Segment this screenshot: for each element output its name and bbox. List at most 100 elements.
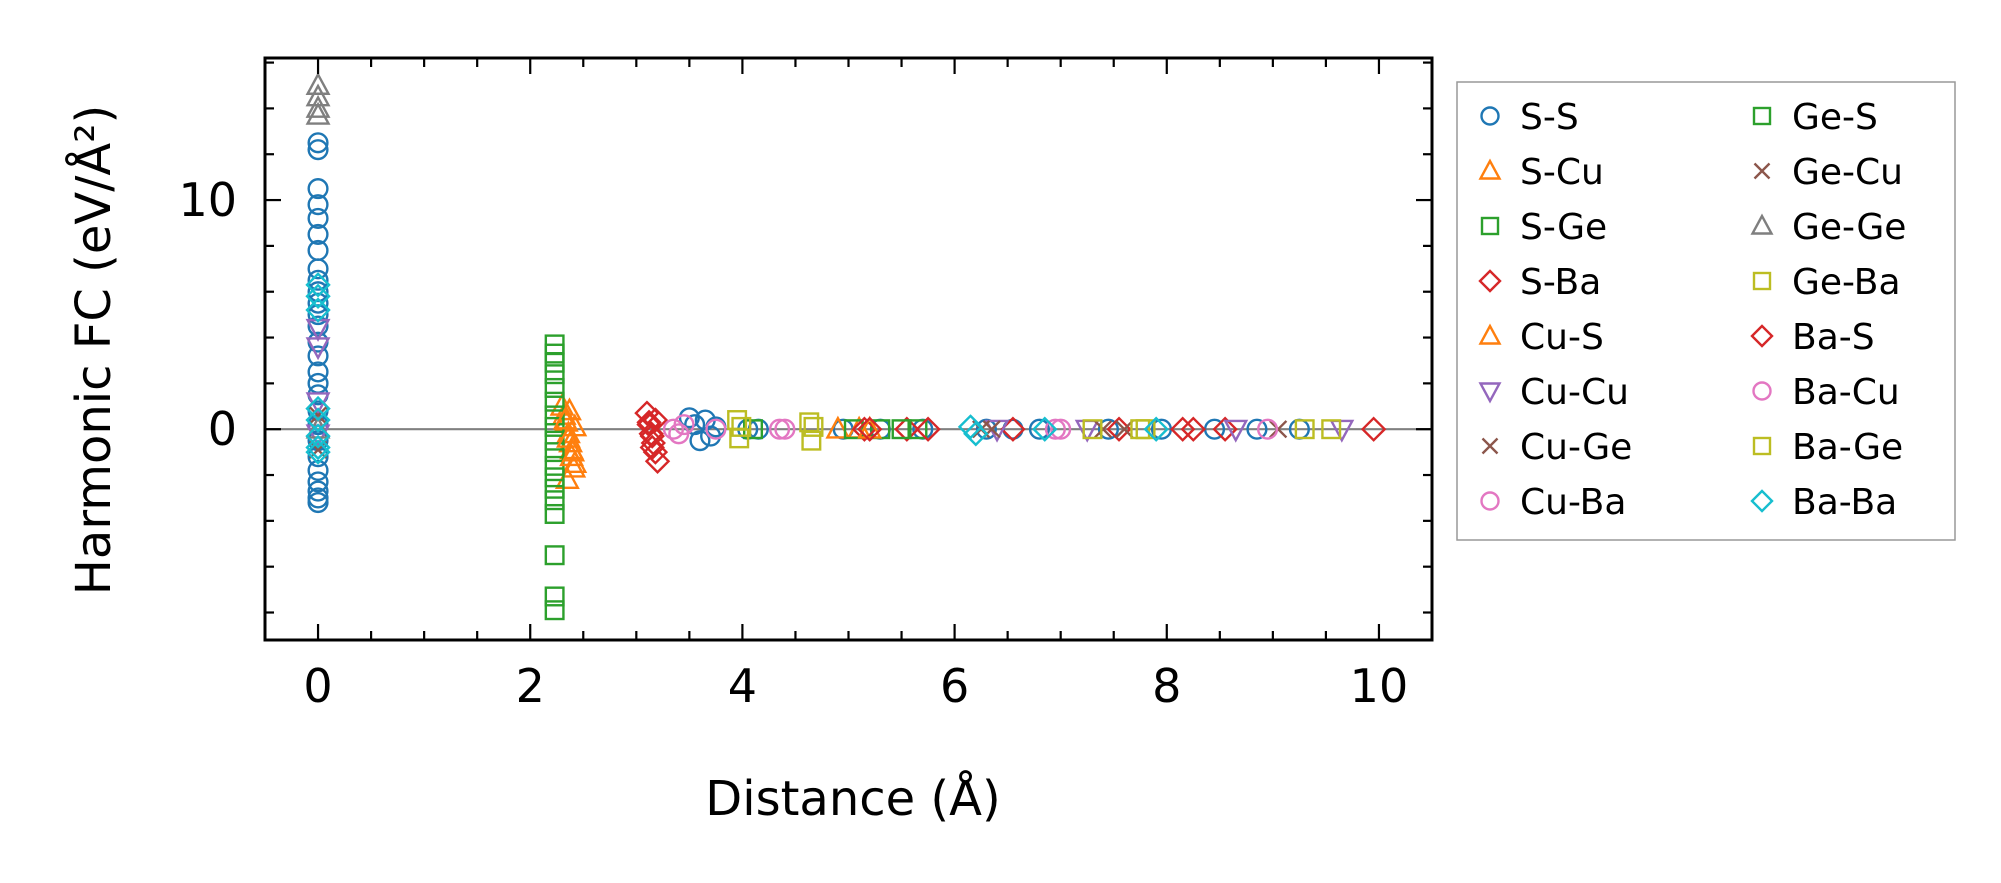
- data-point: [544, 545, 565, 566]
- legend-marker: [1750, 489, 1774, 513]
- data-point: [559, 436, 585, 460]
- series-ge-ge: [305, 71, 331, 439]
- legend-marker: [1750, 213, 1774, 235]
- series-s-s: [307, 132, 1310, 514]
- legend-label: S-S: [1520, 97, 1579, 138]
- data-point: [803, 416, 824, 437]
- legend-entry-s-s: S-S: [1480, 97, 1579, 138]
- data-point: [857, 415, 883, 439]
- series-cu-cu: [305, 318, 1355, 448]
- legend-label: Ge-Ba: [1792, 262, 1901, 303]
- x-axis-label: Distance (Å): [705, 770, 1000, 827]
- data-point: [307, 194, 329, 216]
- data-point: [544, 377, 565, 398]
- data-point: [562, 413, 588, 437]
- data-point: [307, 345, 329, 367]
- data-point: [1360, 416, 1387, 442]
- legend-marker: [1753, 162, 1771, 180]
- data-point: [894, 416, 920, 442]
- legend-label: S-Cu: [1520, 152, 1604, 193]
- data-point: [544, 405, 565, 426]
- data-point: [642, 407, 669, 433]
- data-point: [307, 304, 329, 326]
- legend-entry-ge-ba: Ge-Ba: [1752, 262, 1901, 303]
- data-point: [305, 439, 331, 465]
- legend-marker: [1752, 271, 1772, 291]
- data-point: [857, 416, 883, 442]
- data-point: [307, 139, 329, 161]
- data-point: [801, 430, 822, 451]
- legend-label: Ge-Cu: [1792, 152, 1903, 193]
- data-point: [636, 411, 662, 438]
- data-point: [307, 258, 329, 280]
- data-point: [307, 292, 329, 314]
- legend-entry-ba-ba: Ba-Ba: [1750, 482, 1897, 523]
- data-point: [639, 434, 665, 461]
- data-point: [1294, 419, 1315, 440]
- axes-layer: 0 2 4 6 8 10 0 10: [178, 56, 1434, 713]
- data-point: [851, 416, 878, 442]
- data-point: [639, 423, 665, 449]
- legend-entry-ba-ge: Ba-Ge: [1752, 427, 1903, 468]
- legend-entry-ge-s: Ge-S: [1752, 97, 1878, 138]
- data-point: [1329, 419, 1355, 443]
- data-point: [544, 467, 565, 488]
- data-point: [307, 361, 329, 383]
- data-point: [774, 418, 796, 440]
- data-point: [307, 471, 329, 493]
- x-tick-label: 2: [516, 659, 545, 713]
- plot-frame: [263, 56, 1434, 642]
- legend-label: Ge-Ge: [1792, 207, 1906, 248]
- legend-entry-ge-ge: Ge-Ge: [1750, 207, 1906, 248]
- data-point: [662, 418, 685, 440]
- data-point: [561, 454, 587, 478]
- data-point: [1032, 416, 1058, 442]
- series-cu-ge: [308, 406, 1288, 459]
- series-cu-ba: [662, 414, 1279, 440]
- data-point: [307, 132, 329, 154]
- data-point: [1044, 418, 1066, 440]
- data-point: [544, 352, 565, 373]
- data-point: [305, 337, 331, 361]
- data-point: [305, 283, 331, 309]
- data-point: [308, 406, 328, 425]
- legend-marker: [1480, 491, 1500, 511]
- data-point: [305, 297, 331, 323]
- data-point: [907, 419, 928, 440]
- x-tick-label: 0: [303, 659, 332, 713]
- data-point: [1050, 418, 1072, 440]
- x-tick-label: 10: [1350, 659, 1409, 713]
- data-point: [1257, 418, 1279, 440]
- legend-entry-ge-cu: Ge-Cu: [1753, 152, 1903, 193]
- data-point: [544, 478, 565, 499]
- y-axis-label: Harmonic FC (eV/Å²): [65, 105, 122, 595]
- legend-marker: [1481, 437, 1499, 455]
- y-tick-label: 10: [178, 173, 237, 227]
- data-point: [555, 424, 581, 448]
- data-point: [825, 415, 851, 439]
- legend-box: [1456, 81, 1956, 541]
- legend-marker: [1752, 436, 1772, 456]
- data-point: [1097, 418, 1119, 440]
- data-layer: [265, 71, 1432, 621]
- data-point: [963, 421, 989, 447]
- legend-entry-cu-ba: Cu-Ba: [1480, 482, 1626, 523]
- series-ba-ge: [731, 416, 1315, 440]
- legend-entry-ba-s: Ba-S: [1750, 317, 1875, 358]
- series-cu-s: [552, 406, 883, 467]
- data-point: [636, 409, 662, 436]
- series-ba-ba: [305, 272, 1169, 465]
- data-point: [307, 315, 329, 337]
- series-ba-s: [639, 416, 1206, 449]
- legend-label: Ba-Ba: [1792, 482, 1897, 523]
- legend-marker: [1752, 106, 1772, 126]
- data-point: [705, 418, 727, 440]
- legend-label: Ge-S: [1792, 97, 1878, 138]
- data-point: [307, 207, 329, 229]
- legend-marker: [1478, 269, 1502, 293]
- data-point: [544, 430, 565, 451]
- x-tick-label: 4: [728, 659, 757, 713]
- data-point: [768, 418, 791, 440]
- data-point: [1269, 420, 1288, 439]
